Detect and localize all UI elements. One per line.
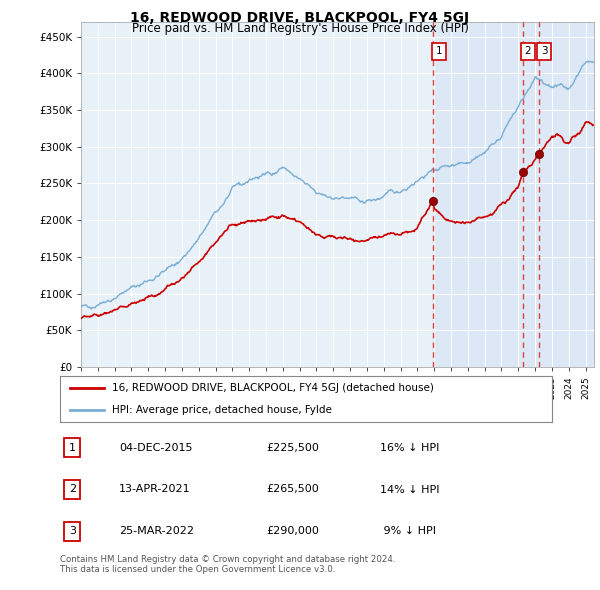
Text: 16, REDWOOD DRIVE, BLACKPOOL, FY4 5GJ: 16, REDWOOD DRIVE, BLACKPOOL, FY4 5GJ xyxy=(130,11,470,25)
Text: £265,500: £265,500 xyxy=(266,484,319,494)
Text: 1: 1 xyxy=(69,442,76,453)
Bar xyxy=(433,22,594,367)
Text: HPI: Average price, detached house, Fylde: HPI: Average price, detached house, Fyld… xyxy=(112,405,332,415)
Text: 3: 3 xyxy=(69,526,76,536)
Text: 13-APR-2021: 13-APR-2021 xyxy=(119,484,191,494)
Text: Contains HM Land Registry data © Crown copyright and database right 2024.
This d: Contains HM Land Registry data © Crown c… xyxy=(60,555,395,574)
Text: 16% ↓ HPI: 16% ↓ HPI xyxy=(380,442,439,453)
Text: £225,500: £225,500 xyxy=(266,442,320,453)
Text: 25-MAR-2022: 25-MAR-2022 xyxy=(119,526,194,536)
Text: 16, REDWOOD DRIVE, BLACKPOOL, FY4 5GJ (detached house): 16, REDWOOD DRIVE, BLACKPOOL, FY4 5GJ (d… xyxy=(112,384,434,394)
Text: 14% ↓ HPI: 14% ↓ HPI xyxy=(380,484,439,494)
Text: £290,000: £290,000 xyxy=(266,526,320,536)
Text: 3: 3 xyxy=(541,46,547,56)
Text: Price paid vs. HM Land Registry's House Price Index (HPI): Price paid vs. HM Land Registry's House … xyxy=(131,22,469,35)
Text: 2: 2 xyxy=(525,46,532,56)
Text: 1: 1 xyxy=(436,46,442,56)
Text: 9% ↓ HPI: 9% ↓ HPI xyxy=(380,526,436,536)
Text: 04-DEC-2015: 04-DEC-2015 xyxy=(119,442,193,453)
Text: 2: 2 xyxy=(69,484,76,494)
